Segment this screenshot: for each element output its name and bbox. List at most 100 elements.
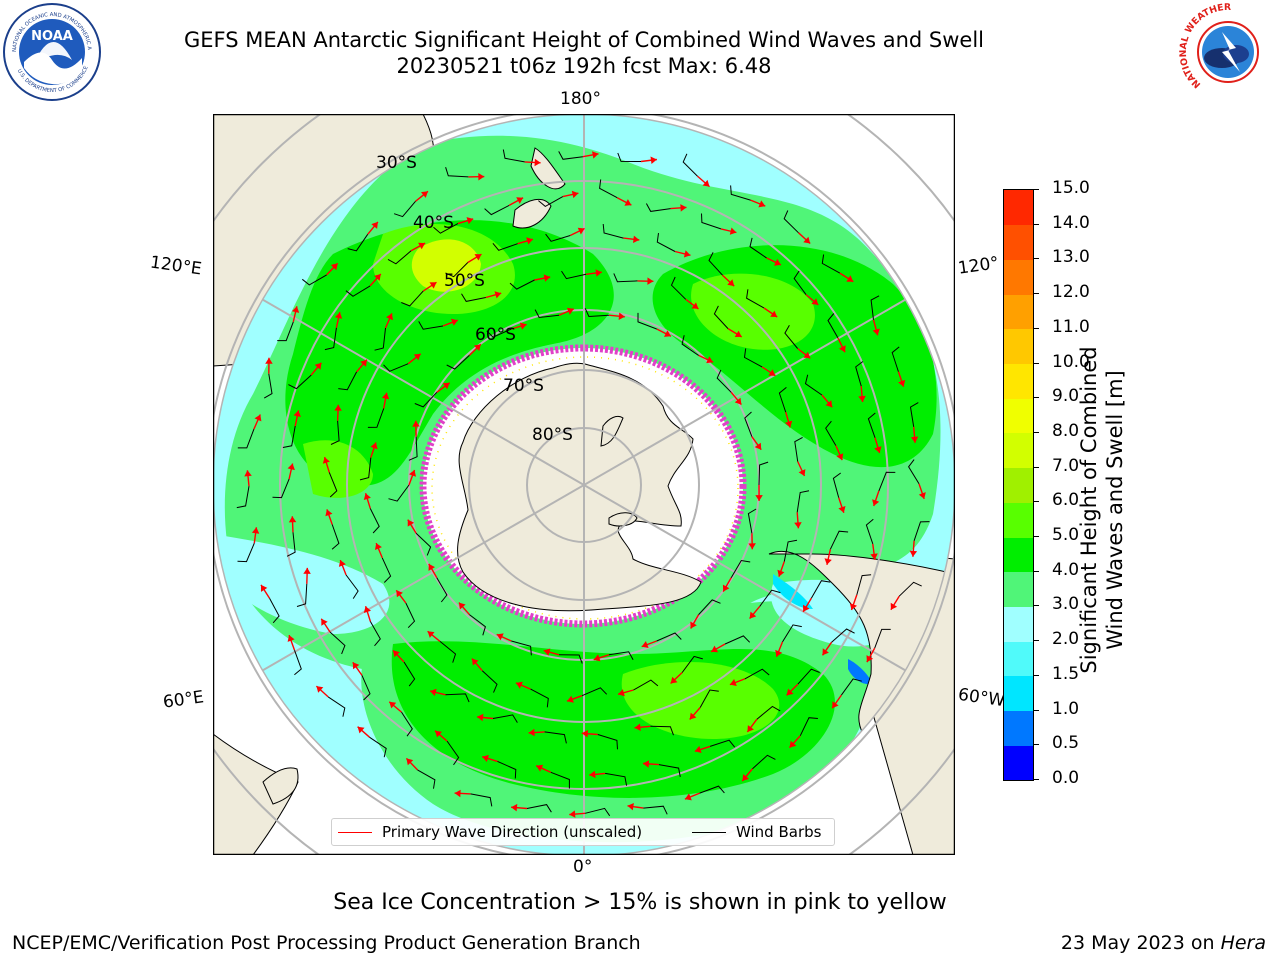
wind-barb: [338, 371, 358, 391]
wind-barb: [650, 725, 674, 736]
wind-barb: [617, 152, 642, 162]
wind-barb: [794, 436, 803, 462]
wind-barb: [509, 279, 535, 290]
wave-arrow-head: [421, 191, 428, 198]
wind-barb: [856, 574, 872, 596]
wave-arrow-head: [406, 758, 414, 766]
wind-barb: [445, 693, 470, 703]
wind-barb: [461, 293, 486, 302]
wind-barb: [730, 185, 751, 201]
wind-barb: [783, 210, 799, 234]
wave-arrow-head: [702, 179, 710, 187]
wave-arrow-head: [261, 584, 268, 592]
wave-arrow-head: [634, 723, 641, 731]
wind-barb: [799, 717, 818, 736]
graticule: [213, 114, 955, 855]
wave-arrow-head: [494, 291, 502, 299]
wave-arrow-head: [254, 414, 262, 422]
colorbar-tick-label: 2.0: [1052, 629, 1080, 650]
wind-barb: [643, 805, 668, 815]
wind-barb: [561, 270, 587, 280]
wind-barb: [645, 203, 671, 212]
wind-barb: [369, 736, 387, 758]
legend-wave-label: Primary Wave Direction (unscaled): [382, 823, 643, 841]
colorbar-band: [1004, 537, 1033, 573]
wave-arrow-head: [427, 631, 435, 638]
chart-subtitle: 20230521 t06z 192h fcst Max: 6.48: [396, 54, 772, 78]
wave-arrow-head: [898, 379, 906, 387]
wind-barb: [637, 312, 657, 330]
wave-arrow-head: [734, 330, 742, 337]
wind-barb: [608, 651, 634, 660]
wind-barb: [907, 459, 920, 485]
wind-barb: [681, 335, 699, 356]
colorbar-tick-mark: [1033, 189, 1039, 190]
wave-arrow-head: [334, 312, 343, 319]
wave-arrow-head: [729, 227, 737, 235]
wave-arrow-head: [371, 221, 378, 229]
wind-barb: [581, 687, 608, 697]
colorbar-tick-label: 5.0: [1052, 525, 1080, 546]
wave-arrow-head: [357, 726, 365, 734]
wave-arrow-head: [641, 641, 649, 648]
wave-arrow-head: [734, 397, 742, 405]
wind-barb: [381, 557, 392, 583]
wind-barb: [909, 402, 919, 427]
wind-barb: [388, 484, 410, 502]
wind-barb: [891, 346, 900, 372]
wave-arrow-head: [803, 236, 811, 244]
colorbar-tick-mark: [1033, 293, 1039, 295]
wave-arrow-head: [824, 558, 832, 565]
colorbar-band: [1004, 675, 1033, 712]
wind-barb: [840, 678, 862, 696]
wind-barb: [530, 688, 549, 708]
wave-arrow-head: [515, 681, 523, 689]
wave-arrow-head: [785, 420, 793, 428]
wave-arrow-head: [251, 527, 260, 534]
wave-arrow-head: [849, 603, 857, 610]
wind-barb: [439, 641, 457, 663]
footer-machine: Hera: [1220, 932, 1266, 954]
wind-barb: [831, 628, 855, 643]
legend-wind-barbs: Wind Barbs: [692, 823, 821, 841]
wave-arrow-head: [478, 173, 485, 181]
wave-arrow-head: [314, 362, 322, 370]
wind-barb: [878, 471, 896, 492]
wind-barb: [359, 457, 372, 481]
wind-barb: [369, 621, 381, 647]
wind-barb: [749, 237, 767, 259]
colorbar-band: [1004, 432, 1033, 469]
wind-barb: [330, 420, 340, 445]
wave-arrow-head: [526, 237, 533, 245]
wave-arrow-head: [680, 204, 687, 212]
wind-barb: [288, 374, 312, 390]
wind-barb: [758, 461, 769, 486]
wave-arrow-head: [435, 730, 442, 738]
wind-barb: [597, 734, 618, 750]
wave-arrow-head: [775, 649, 783, 657]
wind-barb: [752, 754, 776, 770]
wind-barb: [870, 295, 880, 320]
wind-barb: [698, 599, 721, 615]
wave-arrow-head: [374, 274, 381, 281]
wind-barb: [492, 242, 518, 251]
wave-arrow-head: [429, 282, 437, 289]
wave-arrow-head: [758, 200, 766, 208]
wind-barb: [544, 731, 567, 744]
colorbar-tick-label: 13.0: [1052, 247, 1090, 268]
wave-arrow-head: [627, 803, 634, 811]
wind-barb: [534, 309, 560, 319]
wind-barb: [550, 771, 570, 789]
wind-barb: [633, 679, 659, 691]
wind-barb: [832, 472, 841, 498]
lat-label-60s: 60°S: [475, 325, 516, 345]
wave-arrow-head: [777, 569, 785, 577]
wind-barb: [701, 213, 722, 230]
wind-barb: [656, 632, 682, 642]
colorbar-tick-label: 7.0: [1052, 455, 1080, 476]
colorbar-tick-label: 1.0: [1052, 698, 1080, 719]
colorbar-tick-label: 0.5: [1052, 733, 1080, 754]
wind-barb: [825, 420, 837, 446]
colorbar-tick-label: 14.0: [1052, 212, 1090, 233]
legend-wave-direction: Primary Wave Direction (unscaled): [338, 823, 642, 841]
